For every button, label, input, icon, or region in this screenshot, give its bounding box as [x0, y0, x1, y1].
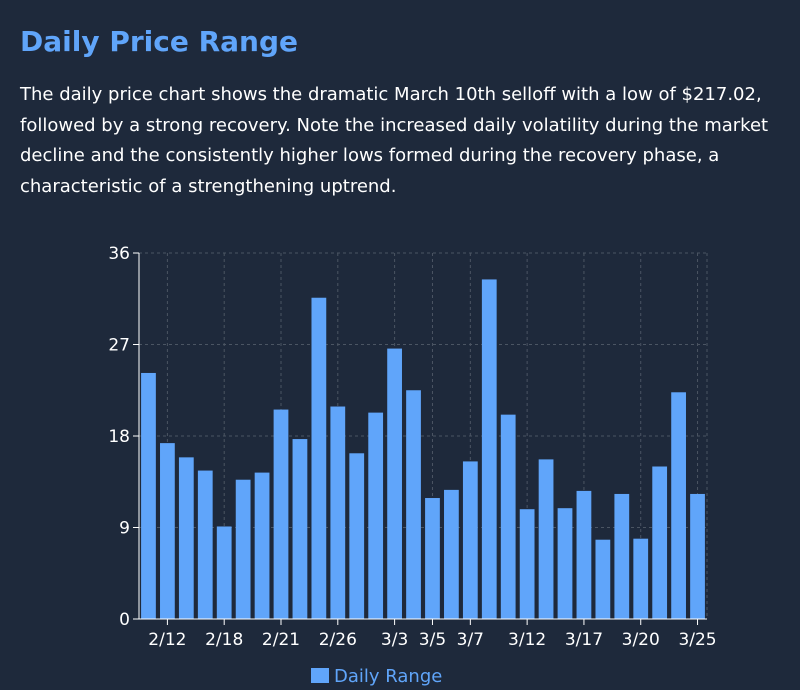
bar-3/4[interactable]: [406, 390, 421, 619]
bar-3/12[interactable]: [519, 509, 535, 619]
y-tick-label: 18: [108, 427, 130, 447]
chart-bars: [141, 279, 705, 619]
x-tick-label: 2/26: [319, 630, 357, 650]
bar-3/10[interactable]: [481, 279, 497, 619]
bar-3/5[interactable]: [425, 498, 440, 619]
bar-3/25[interactable]: [690, 493, 705, 619]
y-tick-label: 9: [119, 519, 130, 539]
x-tick-label: 3/7: [457, 630, 484, 650]
bar-2/28[interactable]: [368, 412, 384, 619]
bar-3/20[interactable]: [633, 538, 649, 619]
bar-3/21[interactable]: [652, 466, 668, 620]
bar-3/19[interactable]: [614, 493, 630, 619]
x-tick-label: 2/18: [205, 630, 243, 650]
bar-3/7[interactable]: [462, 461, 478, 619]
x-tick-label: 2/21: [262, 630, 300, 650]
y-tick-label: 36: [108, 244, 130, 264]
chart-description: The daily price chart shows the dramatic…: [20, 84, 769, 197]
bar-3/13[interactable]: [538, 459, 554, 619]
bar-3/17[interactable]: [576, 490, 592, 619]
page-title: Daily Price Range: [20, 25, 299, 58]
x-tick-label: 3/20: [622, 630, 660, 650]
bar-2/13[interactable]: [178, 457, 194, 619]
bar-2/24[interactable]: [292, 439, 308, 619]
bar-3/11[interactable]: [500, 414, 516, 619]
chart-axes: [133, 252, 707, 625]
bar-2/25[interactable]: [311, 297, 327, 619]
y-tick-label: 27: [108, 336, 130, 356]
bar-2/10[interactable]: [141, 372, 156, 619]
chart-tick-labels: 0 9 18 27 36 2/12 2/18 2/21 2/26 3/3 3/5 3/7 3/12 3/1…: [108, 244, 716, 650]
x-tick-label: 3/25: [678, 630, 716, 650]
bar-2/19[interactable]: [235, 479, 251, 619]
bar-3/14[interactable]: [557, 508, 573, 619]
chart-legend[interactable]: Daily Range: [311, 666, 442, 687]
bar-3/18[interactable]: [595, 539, 611, 619]
bar-2/21[interactable]: [273, 409, 289, 619]
bar-3/24[interactable]: [671, 392, 686, 619]
bar-2/26[interactable]: [330, 406, 346, 619]
y-tick-label: 0: [119, 610, 130, 630]
bar-2/27[interactable]: [349, 453, 365, 619]
x-tick-label: 3/5: [419, 630, 446, 650]
x-tick-label: 3/3: [381, 630, 408, 650]
legend-label-daily-range: Daily Range: [334, 666, 442, 687]
bar-2/20[interactable]: [254, 472, 270, 619]
x-tick-label: 2/12: [148, 630, 186, 650]
x-tick-label: 3/17: [565, 630, 603, 650]
bar-3/6[interactable]: [444, 489, 459, 619]
legend-swatch-daily-range: [311, 668, 329, 683]
bar-2/18[interactable]: [216, 526, 232, 619]
bar-2/12[interactable]: [160, 443, 175, 619]
x-tick-label: 3/12: [508, 630, 546, 650]
bar-3/3[interactable]: [387, 348, 402, 619]
bar-2/14[interactable]: [197, 470, 213, 619]
